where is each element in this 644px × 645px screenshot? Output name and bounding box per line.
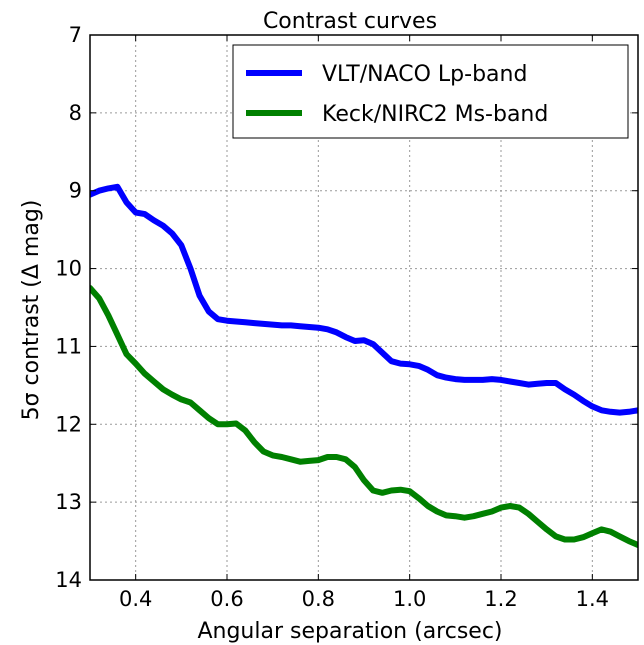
x-tick-label: 1.0 [393, 587, 426, 611]
series-lines [90, 183, 638, 548]
series-line [90, 285, 638, 548]
x-tick-label: 0.4 [119, 587, 152, 611]
x-tick-label: 1.4 [576, 587, 609, 611]
x-tick-label: 0.6 [210, 587, 243, 611]
y-tick-label: 13 [55, 490, 82, 514]
chart-title: Contrast curves [263, 9, 437, 34]
legend-box [232, 44, 629, 139]
y-tick-label: 12 [55, 412, 82, 436]
x-tick-label: 0.8 [302, 587, 335, 611]
x-tick-label: 1.2 [484, 587, 517, 611]
y-tick-label: 14 [55, 568, 82, 592]
legend-label: VLT/NACO Lp-band [322, 62, 527, 87]
legend-label: Keck/NIRC2 Ms-band [322, 102, 548, 127]
y-tick-label: 9 [69, 179, 82, 203]
axis-ticks: 0.4 0.6 0.8 1.0 1.2 1.4 7 8 9 10 11 12 13 14 [55, 23, 638, 611]
y-tick-label: 10 [55, 257, 82, 281]
legend: VLT/NACO Lp-band Keck/NIRC2 Ms-band [232, 44, 629, 139]
plot-frame [89, 34, 639, 581]
x-axis-label: Angular separation (arcsec) [197, 619, 502, 644]
y-axis-label: 5σ contrast (Δ mag) [19, 200, 44, 421]
y-tick-label: 7 [69, 23, 82, 47]
y-tick-label: 8 [69, 101, 82, 125]
y-tick-label: 11 [55, 334, 82, 358]
series-line [90, 183, 638, 416]
